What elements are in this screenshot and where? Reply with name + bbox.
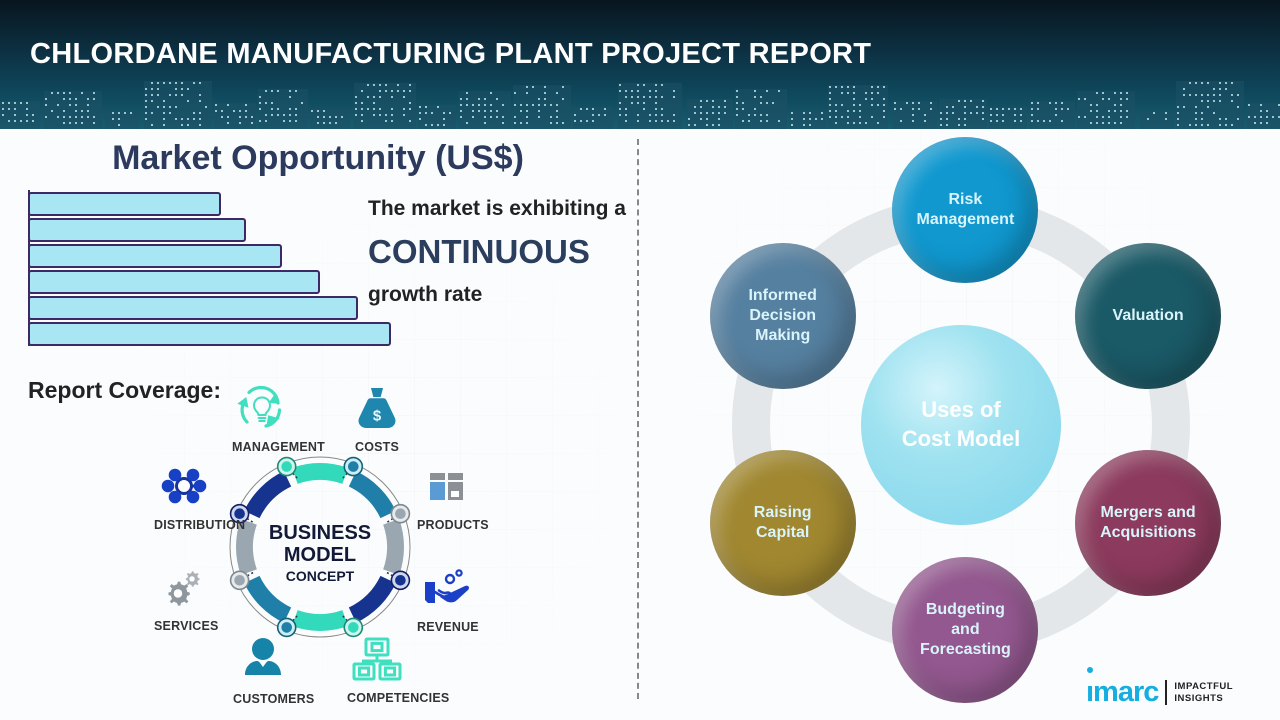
svg-text:BUSINESS: BUSINESS [269, 522, 371, 544]
svg-text:CONCEPT: CONCEPT [286, 568, 355, 584]
svg-text:$: $ [373, 408, 382, 425]
svg-text:MODEL: MODEL [284, 544, 356, 566]
